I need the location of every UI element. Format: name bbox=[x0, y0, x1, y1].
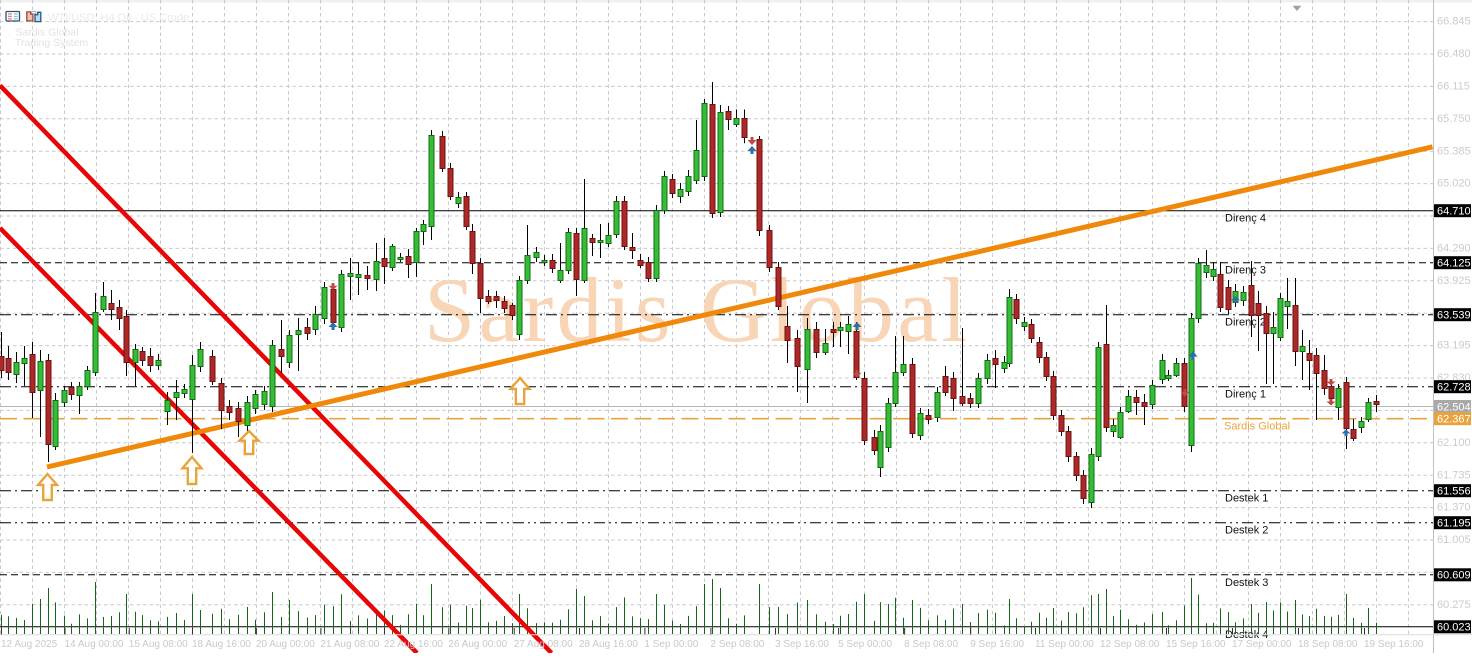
svg-text:62.728: 62.728 bbox=[1437, 382, 1471, 394]
svg-text:9 Sep 16:00: 9 Sep 16:00 bbox=[970, 639, 1024, 650]
svg-text:65.385: 65.385 bbox=[1437, 145, 1471, 157]
svg-text:64.125: 64.125 bbox=[1437, 258, 1471, 270]
svg-text:18 Aug 16:00: 18 Aug 16:00 bbox=[192, 639, 251, 650]
svg-text:27 Aug 08:00: 27 Aug 08:00 bbox=[514, 639, 573, 650]
svg-text:WTI/USD, H4 Oil - US Crude: WTI/USD, H4 Oil - US Crude bbox=[48, 12, 189, 24]
svg-text:61.556: 61.556 bbox=[1437, 486, 1471, 498]
svg-text:60.275: 60.275 bbox=[1437, 599, 1471, 611]
svg-text:61.735: 61.735 bbox=[1437, 469, 1471, 481]
svg-text:Direnç 1: Direnç 1 bbox=[1225, 389, 1266, 401]
svg-text:11 Sep 00:00: 11 Sep 00:00 bbox=[1035, 639, 1094, 650]
svg-text:17 Sep 00:00: 17 Sep 00:00 bbox=[1232, 639, 1292, 650]
svg-text:3 Sep 16:00: 3 Sep 16:00 bbox=[775, 639, 829, 650]
svg-text:63.539: 63.539 bbox=[1437, 310, 1471, 322]
svg-text:22 Aug 16:00: 22 Aug 16:00 bbox=[384, 639, 443, 650]
svg-text:Sardis Global: Sardis Global bbox=[16, 27, 79, 39]
svg-text:Direnç 4: Direnç 4 bbox=[1225, 213, 1266, 225]
svg-text:60.609: 60.609 bbox=[1437, 570, 1471, 582]
svg-text:18 Sep 08:00: 18 Sep 08:00 bbox=[1298, 639, 1358, 650]
svg-text:15 Aug 08:00: 15 Aug 08:00 bbox=[129, 639, 188, 650]
svg-text:62.367: 62.367 bbox=[1437, 414, 1471, 426]
svg-text:61.370: 61.370 bbox=[1437, 502, 1471, 514]
svg-text:Trading System: Trading System bbox=[15, 37, 88, 49]
svg-text:26 Aug 00:00: 26 Aug 00:00 bbox=[448, 639, 507, 650]
svg-text:Direnç 2: Direnç 2 bbox=[1225, 317, 1266, 329]
svg-text:12 Sep 08:00: 12 Sep 08:00 bbox=[1100, 639, 1160, 650]
svg-text:61.195: 61.195 bbox=[1437, 518, 1471, 530]
svg-text:60.023: 60.023 bbox=[1437, 622, 1471, 634]
svg-text:19 Sep 16:00: 19 Sep 16:00 bbox=[1364, 639, 1424, 650]
svg-text:66.845: 66.845 bbox=[1437, 16, 1471, 28]
svg-text:1 Sep 00:00: 1 Sep 00:00 bbox=[644, 639, 698, 650]
svg-text:12 Aug 2025: 12 Aug 2025 bbox=[1, 639, 58, 650]
svg-text:64.710: 64.710 bbox=[1437, 206, 1471, 218]
svg-text:2 Sep 08:00: 2 Sep 08:00 bbox=[710, 639, 764, 650]
svg-text:66.115: 66.115 bbox=[1437, 81, 1470, 93]
svg-text:62.100: 62.100 bbox=[1437, 437, 1471, 449]
svg-text:65.750: 65.750 bbox=[1437, 113, 1471, 125]
svg-text:62.504: 62.504 bbox=[1437, 401, 1471, 413]
svg-text:61.005: 61.005 bbox=[1437, 534, 1471, 546]
svg-text:Destek 2: Destek 2 bbox=[1225, 525, 1268, 537]
svg-text:Direnç 3: Direnç 3 bbox=[1225, 265, 1266, 277]
svg-text:15 Sep 16:00: 15 Sep 16:00 bbox=[1166, 639, 1226, 650]
svg-text:21 Aug 08:00: 21 Aug 08:00 bbox=[320, 639, 379, 650]
svg-text:28 Aug 16:00: 28 Aug 16:00 bbox=[579, 639, 638, 650]
svg-text:14 Aug 00:00: 14 Aug 00:00 bbox=[65, 639, 124, 650]
svg-text:Sardis Global: Sardis Global bbox=[1224, 421, 1290, 433]
svg-text:63.925: 63.925 bbox=[1437, 275, 1471, 287]
svg-text:66.480: 66.480 bbox=[1437, 48, 1471, 60]
svg-text:Destek 1: Destek 1 bbox=[1225, 493, 1268, 505]
svg-text:20 Aug 00:00: 20 Aug 00:00 bbox=[256, 639, 315, 650]
svg-text:8 Sep 08:00: 8 Sep 08:00 bbox=[904, 639, 958, 650]
svg-text:65.020: 65.020 bbox=[1437, 178, 1471, 190]
svg-text:64.290: 64.290 bbox=[1437, 243, 1471, 255]
svg-text:63.195: 63.195 bbox=[1437, 340, 1471, 352]
svg-text:Destek 3: Destek 3 bbox=[1225, 577, 1268, 589]
svg-text:5 Sep 00:00: 5 Sep 00:00 bbox=[838, 639, 892, 650]
